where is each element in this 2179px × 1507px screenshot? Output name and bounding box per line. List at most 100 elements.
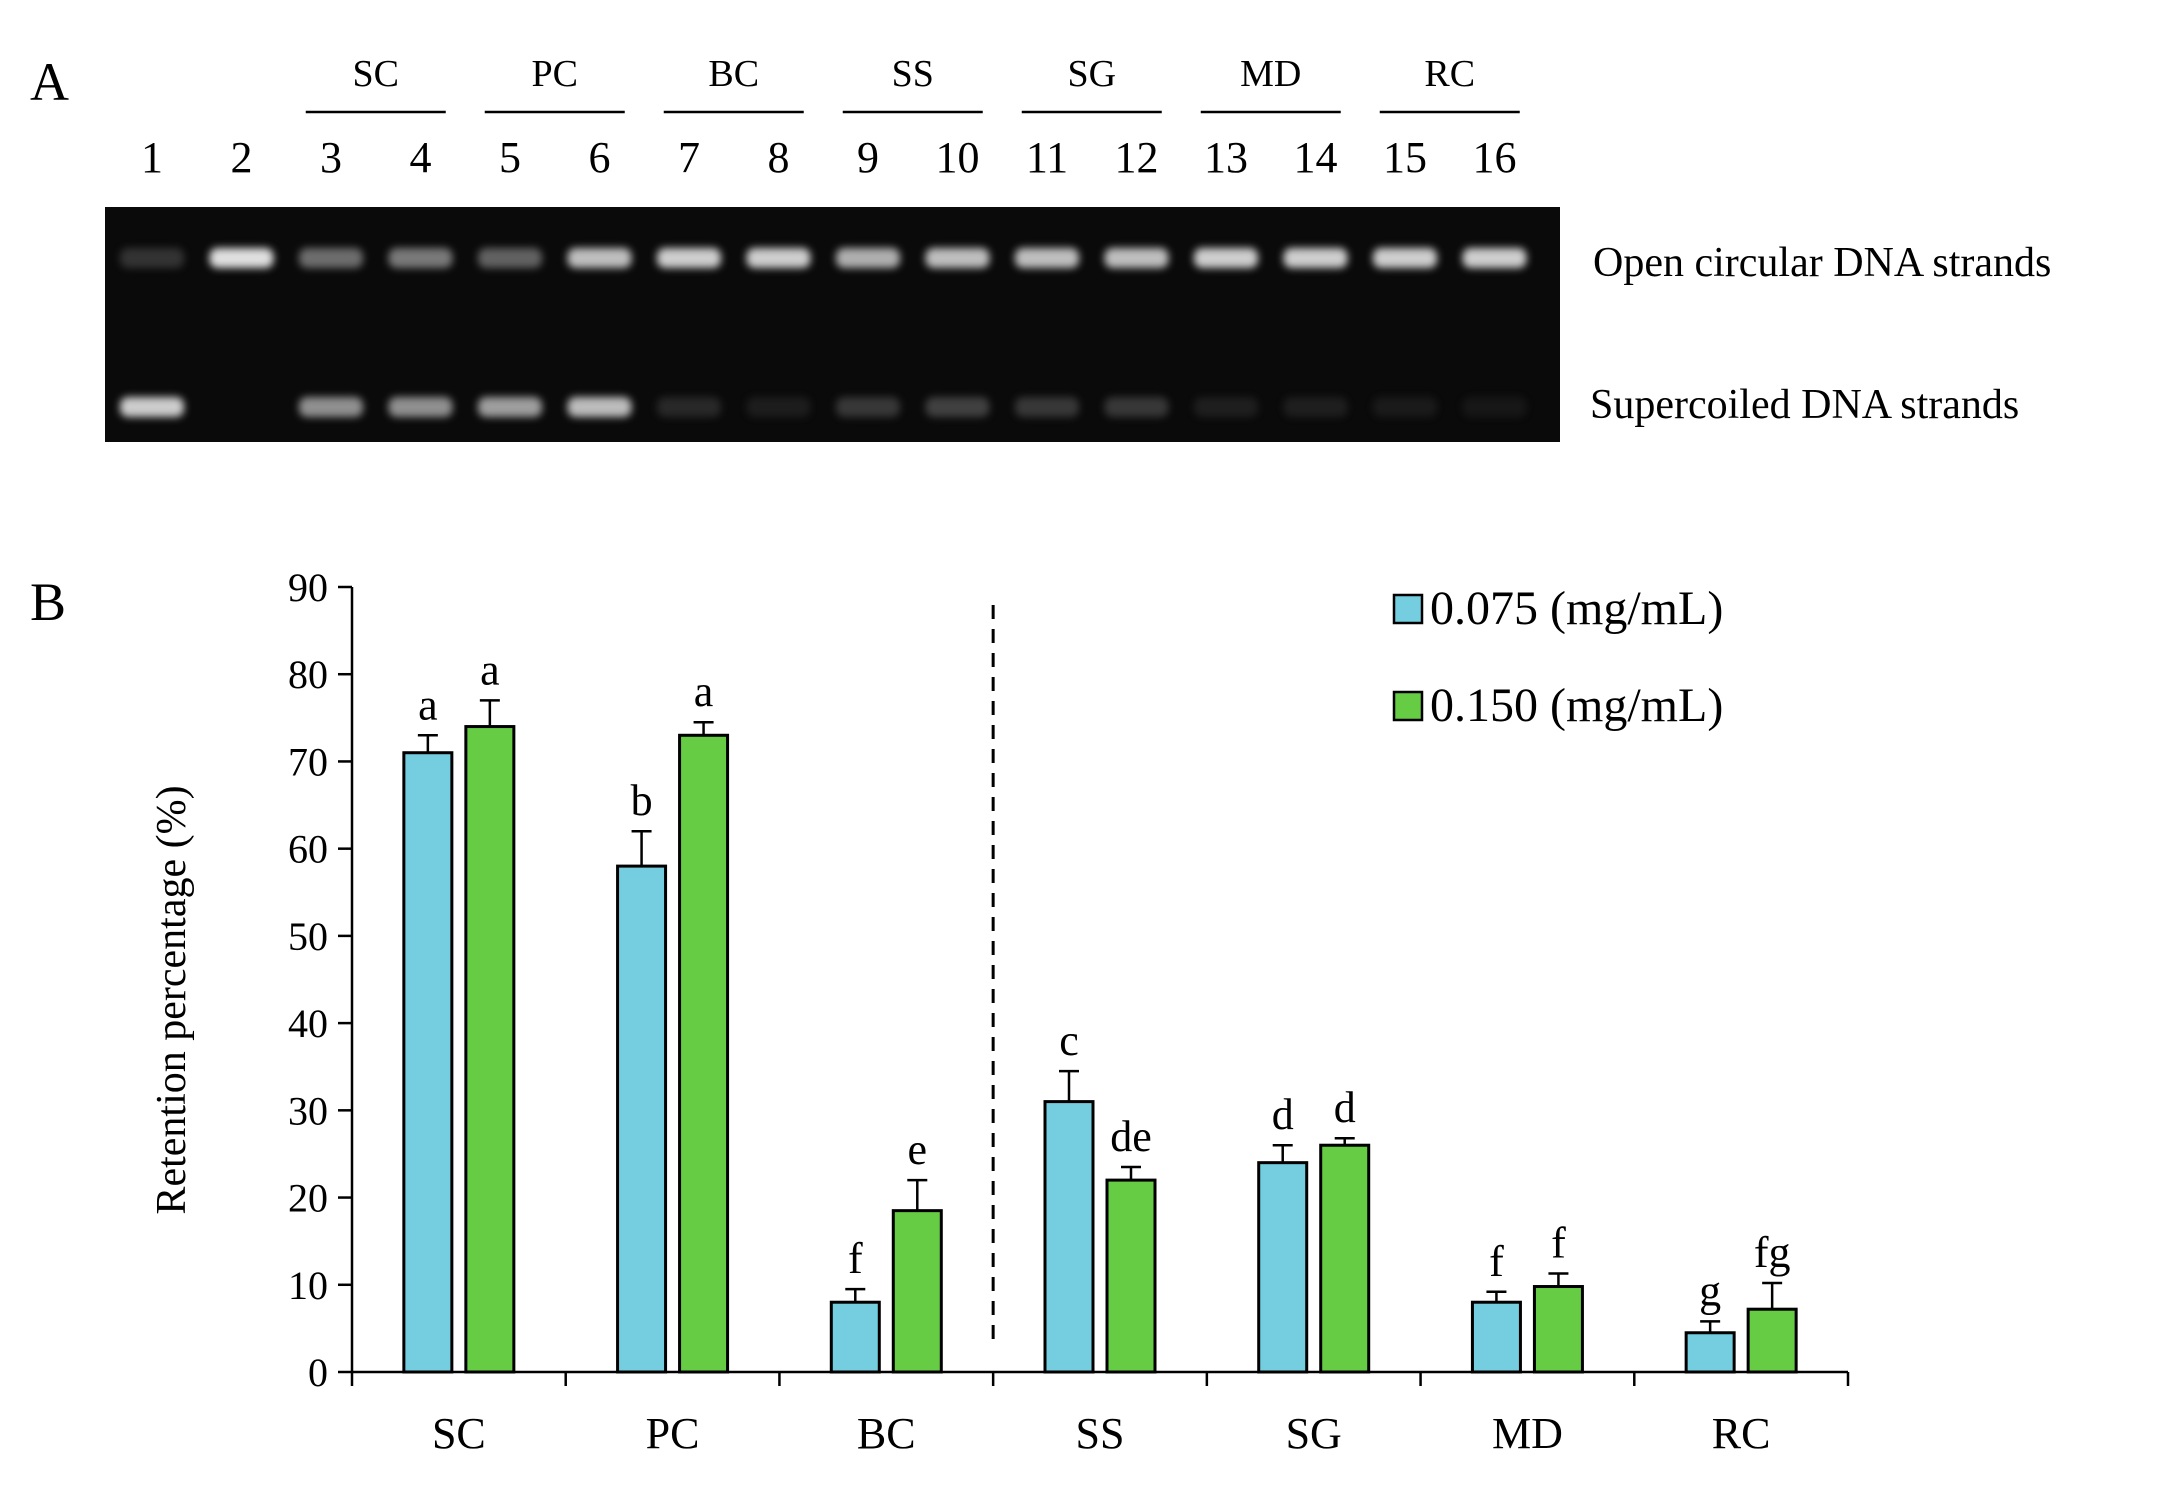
lane-number: 11 <box>1026 133 1068 182</box>
y-tick-label: 80 <box>288 652 328 697</box>
significance-letter: a <box>418 680 438 729</box>
bar-0.075 <box>829 1300 881 1374</box>
supercoiled-band <box>1462 397 1527 417</box>
supercoiled-band <box>1283 397 1348 417</box>
gel-group-label: PC <box>532 53 578 95</box>
lane-number: 14 <box>1294 133 1338 182</box>
bar-0.075 <box>1470 1300 1522 1374</box>
open-circular-band <box>1462 248 1527 268</box>
lane-number: 6 <box>589 133 611 182</box>
significance-letter: f <box>848 1234 863 1283</box>
lane-number: 12 <box>1115 133 1159 182</box>
open-circular-band <box>1194 248 1258 268</box>
significance-letter: d <box>1272 1090 1294 1139</box>
y-tick-label: 0 <box>308 1350 328 1395</box>
y-axis: 0 10 20 30 40 50 60 70 80 90 <box>288 565 354 1395</box>
x-category-label: SG <box>1286 1409 1342 1458</box>
x-category-label: MD <box>1492 1409 1563 1458</box>
gel-group-label: SG <box>1067 53 1116 95</box>
open-circular-band <box>120 248 184 268</box>
lane-number: 5 <box>499 133 521 182</box>
legend-label: 0.075 (mg/mL) <box>1430 582 1723 635</box>
significance-letter: a <box>694 667 714 716</box>
supercoiled-band <box>1194 397 1258 417</box>
open-circular-band <box>836 248 900 268</box>
lane-number: 13 <box>1204 133 1248 182</box>
open-circular-band <box>925 248 990 268</box>
open-circular-band <box>1283 248 1348 268</box>
open-circular-band <box>657 248 721 268</box>
x-category-label: PC <box>646 1409 700 1458</box>
lane-number: 9 <box>857 133 879 182</box>
significance-letter: d <box>1334 1083 1356 1132</box>
y-tick-label: 90 <box>288 565 328 610</box>
bar-0.075 <box>616 864 668 1374</box>
bar-0.150 <box>464 725 516 1374</box>
legend-swatch <box>1392 690 1424 722</box>
open-circular-label: Open circular DNA strands <box>1593 240 2051 286</box>
lane-number: 8 <box>768 133 790 182</box>
bar-0.150 <box>891 1209 943 1374</box>
gel-group-label: BC <box>708 53 759 95</box>
supercoiled-band <box>1373 397 1437 417</box>
supercoiled-band <box>925 397 990 417</box>
gel-group-label: SC <box>353 53 399 95</box>
legend: 0.075 (mg/mL) 0.150 (mg/mL) <box>1392 582 1723 732</box>
significance-letter: g <box>1699 1266 1721 1315</box>
significance-letter: b <box>631 776 653 825</box>
x-category-label: SS <box>1076 1409 1125 1458</box>
y-tick-label: 60 <box>288 827 328 872</box>
bar-0.150 <box>678 733 730 1374</box>
supercoiled-band <box>478 397 542 417</box>
open-circular-band <box>1373 248 1437 268</box>
supercoiled-label: Supercoiled DNA strands <box>1590 382 2019 428</box>
open-circular-band <box>567 248 632 268</box>
bar-0.150 <box>1532 1285 1584 1374</box>
lane-number: 15 <box>1383 133 1427 182</box>
supercoiled-band <box>567 397 632 417</box>
lane-number: 2 <box>231 133 253 182</box>
gel-group-label: SS <box>892 53 934 95</box>
significance-letter: f <box>1489 1237 1504 1286</box>
gel-group-label: MD <box>1240 53 1301 95</box>
y-tick-label: 30 <box>288 1088 328 1133</box>
x-axis: SC PC BC SS SG MD RC <box>350 605 1850 1458</box>
x-category-label: SC <box>432 1409 486 1458</box>
y-tick-label: 20 <box>288 1176 328 1221</box>
significance-letter: e <box>908 1125 928 1174</box>
open-circular-band <box>209 248 274 268</box>
lane-number: 1 <box>141 133 163 182</box>
supercoiled-band <box>388 397 453 417</box>
gel-header: SC PC BC SS SG MD RC1 2 3 4 5 6 7 8 9 10 11 12 13 14 15 16 <box>141 53 1520 182</box>
supercoiled-band <box>1104 397 1169 417</box>
supercoiled-band <box>120 397 184 417</box>
supercoiled-band <box>836 397 900 417</box>
open-circular-band <box>299 248 363 268</box>
lane-number: 10 <box>936 133 980 182</box>
legend-label: 0.150 (mg/mL) <box>1430 679 1723 732</box>
y-tick-label: 50 <box>288 914 328 959</box>
bar-0.150 <box>1746 1307 1798 1374</box>
open-circular-band <box>746 248 811 268</box>
lane-number: 3 <box>320 133 342 182</box>
open-circular-band <box>1104 248 1169 268</box>
gel-image <box>105 207 1560 442</box>
bar-0.150 <box>1105 1178 1157 1374</box>
bar-0.075 <box>1043 1100 1095 1374</box>
y-axis-label: Retention percentage (%) <box>149 785 195 1214</box>
bar-0.150 <box>1319 1143 1371 1374</box>
panel-b-label: B <box>30 572 66 632</box>
lane-number: 4 <box>410 133 432 182</box>
y-tick-label: 10 <box>288 1263 328 1308</box>
supercoiled-band <box>299 397 363 417</box>
bar-chart: Retention percentage (%) 0 10 20 30 40 50 60 70… <box>149 565 1850 1458</box>
open-circular-band <box>478 248 542 268</box>
legend-swatch <box>1392 593 1424 625</box>
bar-0.075 <box>1684 1331 1736 1374</box>
y-tick-label: 40 <box>288 1001 328 1046</box>
bar-0.075 <box>1257 1161 1309 1374</box>
gel-group-label: RC <box>1424 53 1475 95</box>
open-circular-band <box>388 248 453 268</box>
